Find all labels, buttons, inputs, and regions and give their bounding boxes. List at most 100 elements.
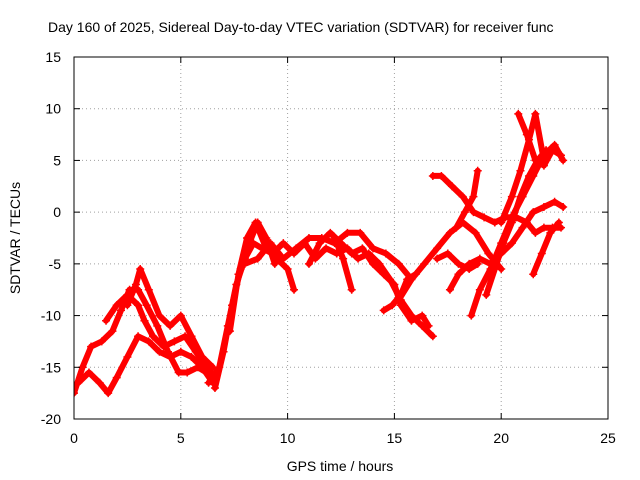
data-point <box>518 223 527 232</box>
data-point <box>243 234 252 242</box>
data-point <box>123 352 132 361</box>
data-point <box>74 378 83 387</box>
plot-frame <box>73 56 609 420</box>
data-point <box>279 239 288 248</box>
data-point <box>136 265 145 274</box>
data-point <box>210 383 219 392</box>
data-point <box>480 213 489 222</box>
data-series-arc-20 <box>530 219 562 278</box>
data-point <box>433 244 442 253</box>
data-point <box>102 316 111 325</box>
data-point <box>123 301 132 310</box>
data-point <box>379 306 388 315</box>
data-point <box>97 337 106 346</box>
data-point <box>326 228 335 237</box>
data-point <box>396 301 405 310</box>
data-point <box>550 140 559 149</box>
x-tick-label: 0 <box>70 430 78 446</box>
data-point <box>356 228 365 237</box>
data-point <box>266 239 275 248</box>
y-tick-label: 0 <box>53 204 61 220</box>
x-tick-label: 20 <box>493 430 509 446</box>
data-point <box>443 249 452 258</box>
data-point <box>390 280 399 289</box>
data-point <box>251 218 260 227</box>
data-point <box>433 254 442 263</box>
data-point <box>465 259 474 268</box>
data-point <box>490 265 499 274</box>
data-point <box>531 228 540 237</box>
y-tick-label: -5 <box>49 256 62 272</box>
data-point <box>144 337 153 346</box>
data-point <box>339 254 348 263</box>
data-point <box>134 301 143 310</box>
x-tick-label: 5 <box>177 430 185 446</box>
data-point <box>522 130 531 139</box>
data-point <box>347 249 356 258</box>
data-series-arc-2 <box>75 333 216 397</box>
data-point <box>347 285 356 294</box>
data-point <box>475 285 484 294</box>
data-point <box>304 234 313 242</box>
data-traces <box>74 109 568 398</box>
data-point <box>524 171 533 180</box>
data-point <box>516 166 525 175</box>
data-point <box>176 311 185 320</box>
data-point <box>140 316 149 325</box>
data-point <box>155 311 164 320</box>
data-point <box>445 228 454 237</box>
data-point <box>428 171 437 180</box>
data-point <box>343 228 352 237</box>
data-point <box>290 285 299 294</box>
y-tick-label: 5 <box>53 152 61 168</box>
data-point <box>187 352 196 361</box>
data-point <box>354 254 363 263</box>
data-point <box>166 352 175 361</box>
data-point <box>108 327 117 336</box>
y-tick-label: -20 <box>41 411 61 427</box>
data-point <box>292 244 301 253</box>
data-point <box>104 389 113 398</box>
data-point <box>174 368 183 377</box>
data-point <box>369 259 378 268</box>
data-point <box>159 342 168 351</box>
data-point <box>112 373 121 382</box>
data-point <box>507 218 516 227</box>
data-point <box>507 192 516 201</box>
data-point <box>234 270 243 279</box>
data-point <box>116 306 125 315</box>
data-point <box>315 239 324 248</box>
data-point <box>388 301 397 310</box>
data-point <box>458 192 467 201</box>
y-tick-label: -15 <box>41 359 61 375</box>
data-point <box>454 259 463 268</box>
data-point <box>452 223 461 232</box>
data-point <box>467 311 476 320</box>
data-point <box>84 368 93 377</box>
data-series-arc-15 <box>446 198 567 293</box>
data-point <box>537 249 546 258</box>
data-point <box>448 182 457 191</box>
data-point <box>548 146 557 155</box>
data-point <box>394 296 403 305</box>
data-point <box>499 239 508 248</box>
data-point <box>454 270 463 279</box>
data-point <box>144 285 153 294</box>
data-point <box>473 166 482 175</box>
data-point <box>469 192 478 201</box>
data-point <box>283 265 292 274</box>
grid-lines <box>74 57 608 419</box>
data-series-arc-18 <box>498 110 547 226</box>
data-point <box>407 275 416 284</box>
data-point <box>166 321 175 330</box>
data-point <box>507 239 516 248</box>
data-point <box>529 270 538 279</box>
x-tick-label: 10 <box>280 430 296 446</box>
data-point <box>469 208 478 217</box>
x-tick-label: 25 <box>600 430 616 446</box>
y-axis-label: SDTVAR / TECUs <box>7 182 23 294</box>
data-point <box>95 378 104 387</box>
data-point <box>270 259 279 268</box>
data-point <box>559 202 568 211</box>
